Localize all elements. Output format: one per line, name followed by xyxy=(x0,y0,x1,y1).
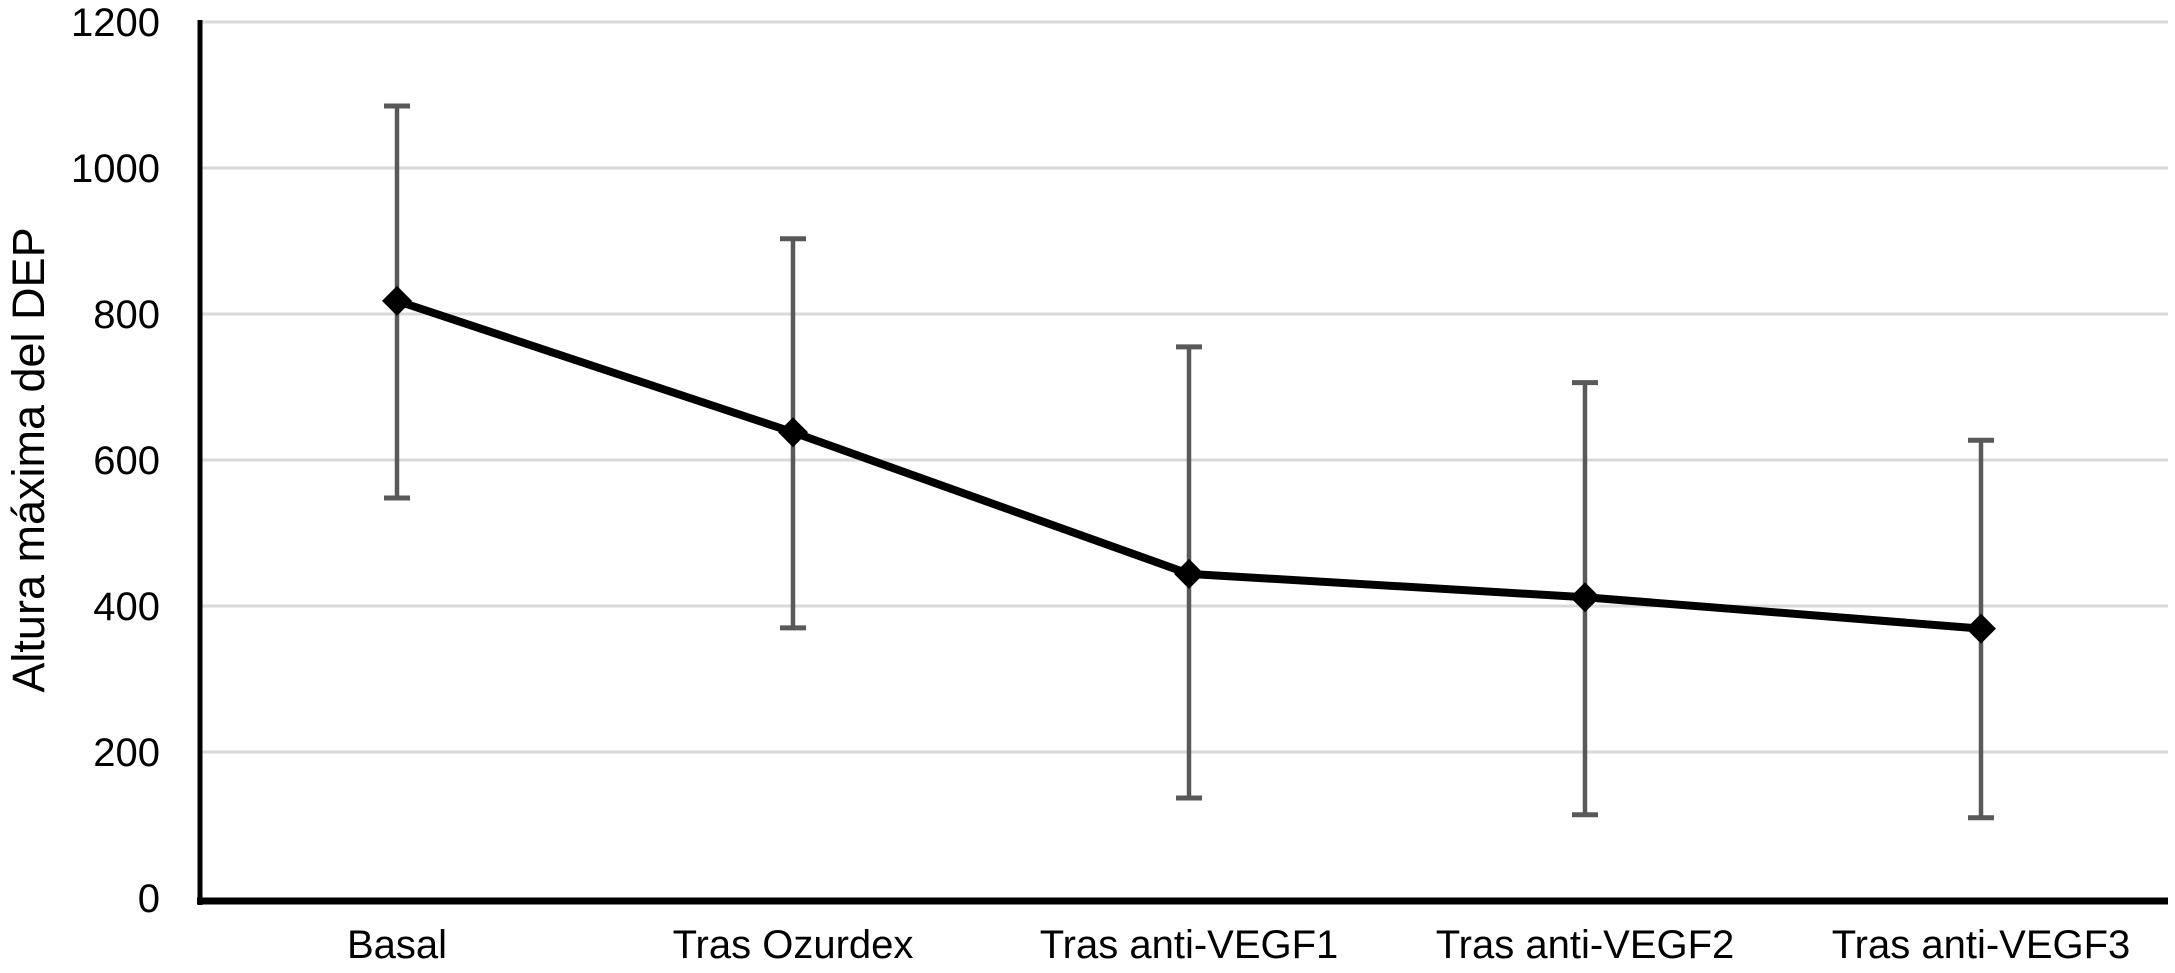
x-category-label: Basal xyxy=(347,923,447,967)
axes xyxy=(197,20,2168,905)
axis-labels: 0 200 400 600 800 1000 1200 Basal Tras Ozurdex Tr… xyxy=(71,1,2130,967)
y-tick-label: 200 xyxy=(93,731,160,775)
error-bars xyxy=(384,103,1994,821)
data-point-marker xyxy=(1174,558,1204,589)
gridlines xyxy=(200,20,2168,754)
y-tick-label: 0 xyxy=(138,877,160,921)
x-category-label: Tras Ozurdex xyxy=(673,923,914,967)
x-category-label: Tras anti-VEGF3 xyxy=(1832,923,2131,967)
data-point-marker xyxy=(382,285,412,316)
data-point-marker xyxy=(778,417,808,448)
y-tick-label: 600 xyxy=(93,439,160,483)
y-tick-label: 800 xyxy=(93,293,160,337)
x-category-label: Tras anti-VEGF1 xyxy=(1040,923,1339,967)
y-tick-label: 1200 xyxy=(71,1,160,45)
x-category-label: Tras anti-VEGF2 xyxy=(1436,923,1735,967)
y-axis-title: Altura máxima del DEP xyxy=(3,227,54,692)
series xyxy=(382,285,1996,644)
data-point-marker xyxy=(1570,582,1600,613)
y-tick-label: 400 xyxy=(93,585,160,629)
y-tick-label: 1000 xyxy=(71,147,160,191)
data-point-marker xyxy=(1966,613,1996,644)
